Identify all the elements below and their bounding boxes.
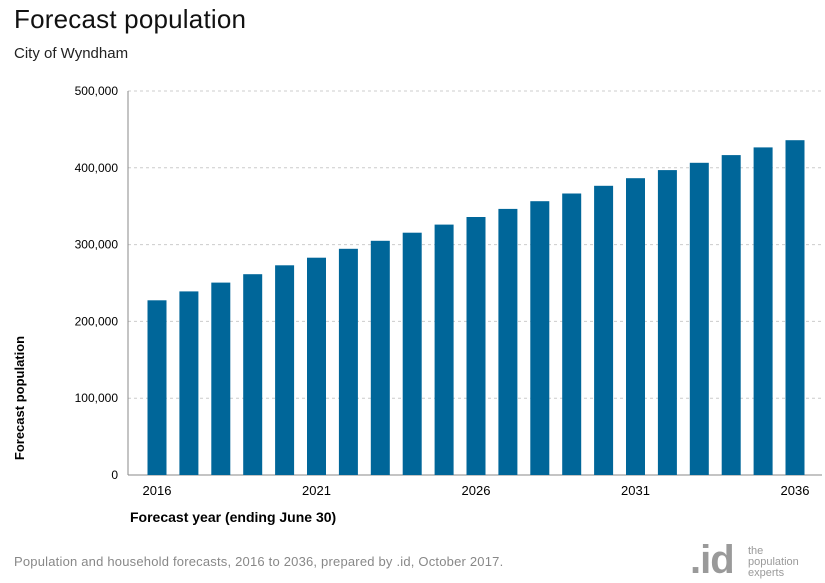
bar-2030 <box>594 185 614 476</box>
y-tick-label: 100,000 <box>75 391 119 405</box>
logo-mark: .id <box>690 538 735 582</box>
x-tick-label: 2016 <box>143 483 172 498</box>
x-tick-label: 2021 <box>302 483 331 498</box>
bar-2035 <box>753 147 773 475</box>
bars <box>147 140 805 476</box>
bar-2031 <box>626 178 645 475</box>
chart-subtitle: City of Wyndham <box>14 45 129 62</box>
logo-tag-line-1: the <box>748 545 764 557</box>
bar-2021 <box>307 257 326 475</box>
x-axis-label: Forecast year (ending June 30) <box>130 509 336 525</box>
bar-2028 <box>530 201 550 475</box>
y-axis-label: Forecast population <box>12 336 27 460</box>
y-tick-label: 200,000 <box>75 314 119 328</box>
bar-2018 <box>211 282 231 475</box>
bar-2026 <box>466 217 486 475</box>
logo-tag-line-2: population <box>748 556 799 568</box>
y-axis-ticks: 0 100,000 200,000 300,000 400,000 500,000 <box>75 84 119 482</box>
x-tick-label: 2031 <box>621 483 650 498</box>
bar-2033 <box>689 162 709 476</box>
bar-2024 <box>402 232 422 475</box>
logo-tagline: the population experts <box>748 546 799 579</box>
bar-2016 <box>147 300 167 475</box>
bar-2032 <box>657 170 677 475</box>
bar-2034 <box>721 155 741 475</box>
x-axis-ticks: 2016 2021 2026 2031 2036 <box>143 483 810 498</box>
y-tick-label: 400,000 <box>75 161 119 175</box>
bar-2019 <box>243 274 263 475</box>
bar-2020 <box>275 265 295 475</box>
y-tick-label: 0 <box>111 468 118 482</box>
bar-2025 <box>434 224 454 475</box>
y-tick-label: 500,000 <box>75 84 119 98</box>
bar-2017 <box>179 291 199 475</box>
x-tick-label: 2026 <box>462 483 491 498</box>
y-tick-label: 300,000 <box>75 238 119 252</box>
chart-title: Forecast population <box>14 4 247 34</box>
logo-tag-line-3: experts <box>748 567 785 579</box>
bar-2027 <box>498 208 518 475</box>
id-logo: .id the population experts <box>690 538 825 582</box>
x-tick-label: 2036 <box>781 483 810 498</box>
bar-2029 <box>562 193 582 475</box>
bar-2022 <box>338 248 358 475</box>
bar-2036 <box>785 140 805 475</box>
bar-2023 <box>370 240 390 475</box>
source-note: Population and household forecasts, 2016… <box>14 554 504 569</box>
bar-chart: 0 100,000 200,000 300,000 400,000 500,000 201… <box>12 84 822 525</box>
